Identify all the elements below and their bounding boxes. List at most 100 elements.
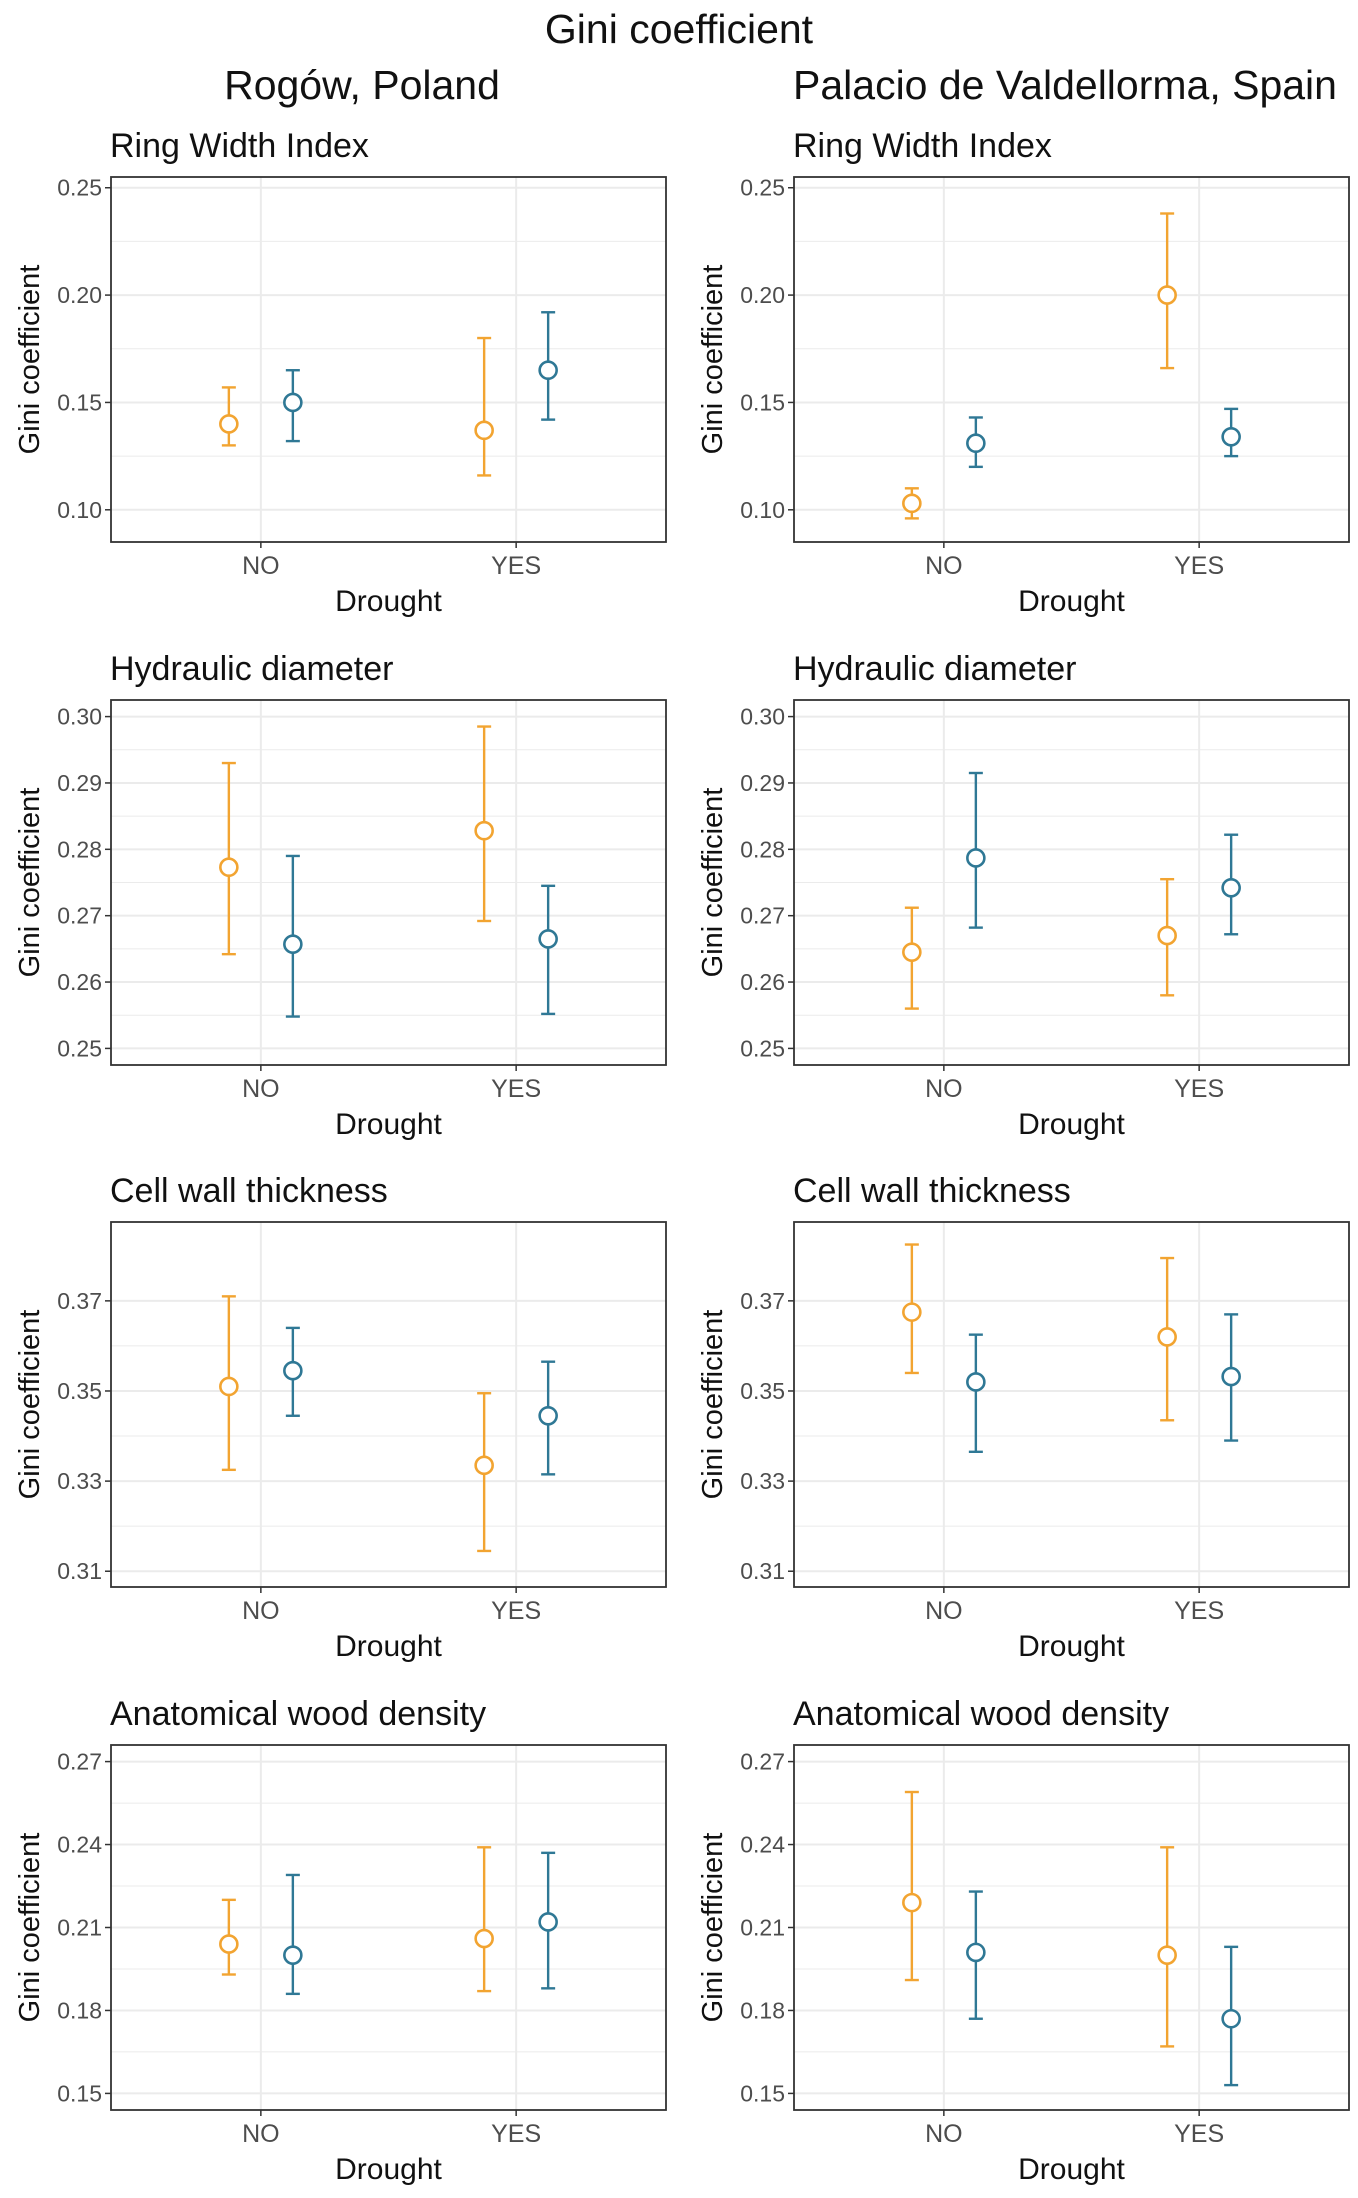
y-axis-title: Gini coefficient [697, 1833, 729, 2023]
y-tick-label: 0.20 [57, 282, 102, 308]
y-tick-label: 0.33 [740, 1468, 785, 1494]
figure-title: Gini coefficient [544, 6, 814, 52]
point-series-b-yes [1221, 426, 1241, 447]
panel-hydraulic-diameter-valdellorma: Hydraulic diameter 0.25 0.26 0.27 0.28 0.29 0.… [697, 650, 1350, 1141]
errorbar-series-a-yes [477, 1846, 492, 1993]
x-axis-title: Drought [1018, 1630, 1125, 1663]
panel-border [110, 1221, 667, 1588]
y-axis-title: Gini coefficient [14, 1310, 46, 1500]
point-series-b-yes [538, 1405, 558, 1426]
y-tick-label: 0.26 [740, 969, 785, 995]
y-tick-label: 0.18 [740, 1997, 785, 2023]
y-tick-label: 0.24 [740, 1832, 785, 1858]
x-axis-title: Drought [335, 1630, 442, 1663]
y-tick-label: 0.33 [57, 1468, 102, 1494]
x-tick-label-no: NO [242, 552, 280, 580]
x-tick-label-yes: YES [491, 552, 541, 580]
point-series-b-yes [1221, 1366, 1241, 1387]
panel-cell-wall-thickness-valdellorma: Cell wall thickness 0.31 0.33 0.35 0.37 NO YES… [697, 1172, 1350, 1663]
y-tick-label: 0.25 [57, 1035, 102, 1061]
x-tick-label-no: NO [925, 1597, 963, 1625]
y-tick-label: 0.35 [740, 1378, 785, 1404]
point-series-a-yes [474, 1928, 494, 1949]
y-tick-label: 0.27 [57, 1749, 102, 1775]
y-tick-label: 0.24 [57, 1832, 102, 1858]
point-series-b-no [283, 1945, 303, 1965]
y-tick-label: 0.31 [57, 1558, 102, 1584]
panel-border [793, 1744, 1350, 2111]
x-axis-title: Drought [1018, 2153, 1125, 2186]
errorbar-series-a-yes [477, 336, 492, 477]
panel-title: Ring Width Index [793, 127, 1052, 165]
y-tick-label: 0.30 [57, 704, 102, 730]
point-series-b-no [966, 848, 986, 868]
y-axis-title: Gini coefficient [697, 265, 729, 455]
panel-border [793, 1221, 1350, 1588]
y-tick-label: 0.35 [57, 1378, 102, 1404]
x-tick-label-no: NO [925, 1075, 963, 1103]
y-tick-label: 0.37 [740, 1288, 785, 1314]
x-axis-title: Drought [335, 2153, 442, 2186]
point-series-a-no [219, 1934, 239, 1954]
y-axis-title: Gini coefficient [697, 788, 729, 978]
point-series-a-no [902, 493, 922, 514]
x-axis-title: Drought [1018, 585, 1125, 618]
panel-title: Cell wall thickness [793, 1172, 1071, 1210]
point-series-a-yes [1157, 285, 1177, 305]
point-series-a-yes [1157, 925, 1177, 946]
x-tick-label-no: NO [242, 2120, 280, 2148]
y-tick-label: 0.29 [57, 770, 102, 796]
x-tick-label-no: NO [242, 1075, 280, 1103]
y-tick-label: 0.31 [740, 1558, 785, 1584]
panel-border [793, 176, 1350, 543]
errorbar-series-b-yes [541, 884, 556, 1016]
panel-border [110, 1744, 667, 2111]
point-series-a-no [902, 1892, 922, 1913]
point-series-a-no [219, 1376, 239, 1397]
panel-border [110, 176, 667, 543]
point-series-b-no [966, 433, 986, 454]
x-axis-title: Drought [335, 585, 442, 618]
x-tick-label-yes: YES [1174, 552, 1224, 580]
point-series-a-yes [474, 420, 494, 441]
y-tick-label: 0.25 [740, 1035, 785, 1061]
y-tick-label: 0.30 [740, 704, 785, 730]
point-series-a-yes [1157, 1327, 1177, 1347]
point-series-a-no [902, 942, 922, 962]
y-tick-label: 0.27 [740, 1749, 785, 1775]
y-tick-label: 0.15 [740, 2080, 785, 2106]
panel-title: Cell wall thickness [110, 1172, 388, 1210]
x-tick-label-yes: YES [1174, 1597, 1224, 1625]
point-series-b-no [966, 1372, 986, 1392]
errorbar-series-a-no [904, 1790, 919, 1982]
y-tick-label: 0.28 [57, 836, 102, 862]
y-axis-title: Gini coefficient [14, 788, 46, 978]
y-axis-title: Gini coefficient [14, 265, 46, 455]
point-series-b-yes [538, 1912, 558, 1932]
x-tick-label-yes: YES [1174, 1075, 1224, 1103]
y-tick-label: 0.27 [57, 903, 102, 929]
point-series-a-no [902, 1302, 922, 1322]
y-tick-label: 0.15 [57, 389, 102, 415]
point-series-a-no [219, 414, 239, 434]
x-tick-label-yes: YES [1174, 2120, 1224, 2148]
panel-title: Anatomical wood density [793, 1695, 1169, 1733]
x-axis-title: Drought [335, 1108, 442, 1141]
y-axis-title: Gini coefficient [14, 1833, 46, 2023]
panel-hydraulic-diameter-rogow: Hydraulic diameter 0.25 0.26 0.27 0.28 0.29 0.… [14, 650, 667, 1141]
point-series-b-no [966, 1942, 986, 1963]
y-tick-label: 0.21 [57, 1915, 102, 1941]
y-axis-title: Gini coefficient [697, 1310, 729, 1500]
panel-border [793, 699, 1350, 1066]
site-title-rogow: Rogów, Poland [224, 62, 500, 108]
point-series-b-yes [1221, 878, 1241, 898]
y-tick-label: 0.21 [740, 1915, 785, 1941]
y-tick-label: 0.25 [57, 175, 102, 201]
point-series-a-yes [474, 1455, 494, 1476]
point-series-a-no [219, 857, 239, 878]
x-tick-label-no: NO [925, 2120, 963, 2148]
y-tick-label: 0.20 [740, 282, 785, 308]
point-series-a-yes [1157, 1945, 1177, 1965]
panel-border [110, 699, 667, 1066]
point-series-b-yes [538, 360, 558, 381]
